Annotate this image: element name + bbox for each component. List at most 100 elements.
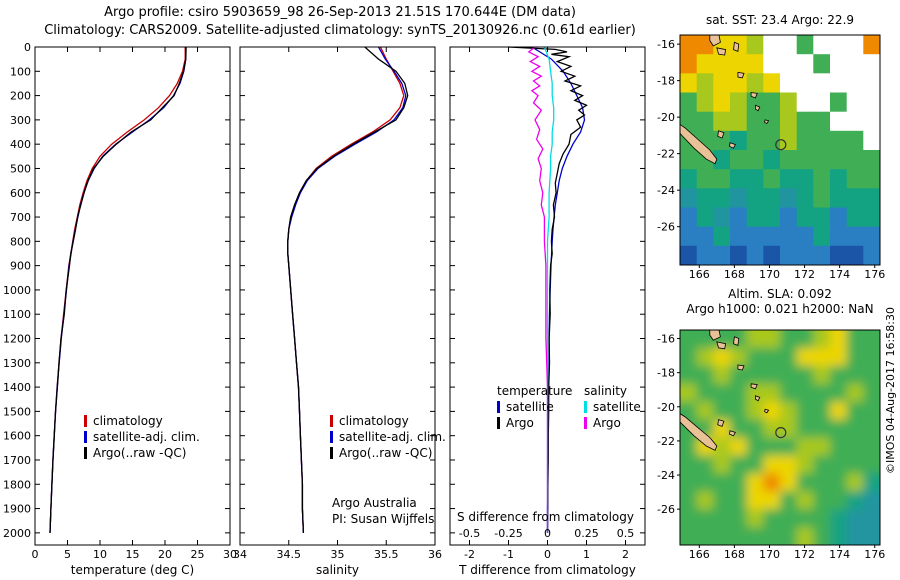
map-cell: [830, 92, 848, 113]
map-cell: [746, 491, 764, 510]
map-cell: [830, 150, 848, 170]
map-cell: [763, 35, 781, 55]
map-cell: [796, 455, 814, 474]
map-cell: [730, 54, 748, 74]
temperature-diff-header: temperature: [497, 384, 573, 398]
map-cell: [863, 207, 880, 228]
map-cell: [730, 401, 748, 421]
map-cell: [830, 169, 848, 189]
map-cell: [780, 527, 798, 545]
map-cell: [846, 365, 864, 385]
map-cell: [830, 111, 848, 132]
map-cell: [813, 509, 831, 528]
map-cell: [713, 73, 731, 94]
x-tick-label: 174: [829, 268, 850, 281]
map-cell: [846, 473, 864, 492]
y-tick-label: 600: [10, 187, 31, 200]
map-cell: [863, 401, 880, 421]
map-cell: [713, 473, 731, 492]
map-cell: [763, 150, 781, 170]
map-cell: [846, 169, 864, 189]
map-cell: [713, 150, 731, 170]
legend-label: satellite-adj. clim.: [339, 430, 446, 444]
map-cell: [763, 226, 781, 247]
map-cell: [780, 92, 798, 113]
page-title: Argo profile: csiro 5903659_98 26-Sep-20…: [104, 5, 576, 20]
temperature_profile-panel: 0 5 10 15 20 25 300100200300400500600700800900…: [3, 41, 237, 561]
x-tick-label: 176: [864, 268, 885, 281]
x-tick-label: 30: [223, 548, 237, 561]
map-cell: [680, 169, 698, 189]
map-cell: [780, 188, 798, 209]
y-tick-label: 1800: [3, 478, 31, 491]
legend-label: Argo: [506, 416, 534, 430]
y-tick-label: 200: [10, 90, 31, 103]
map-cell: [680, 455, 698, 474]
map-cell: [863, 455, 880, 474]
y-tick-label: 2000: [3, 527, 31, 540]
map-cell: [863, 169, 880, 189]
map-cell: [796, 188, 814, 209]
map-cell: [763, 347, 781, 367]
coastline-island: [729, 142, 736, 149]
map-cell: [713, 401, 731, 421]
map-cell: [780, 35, 798, 55]
map-cell: [813, 473, 831, 492]
map-cell: [780, 473, 798, 492]
map-cell: [863, 92, 880, 113]
x-tick-label: 176: [864, 548, 885, 561]
map-cell: [713, 54, 731, 74]
map-cell: [680, 35, 698, 55]
map-cell: [830, 207, 848, 228]
legend-item-satellite-clim: satellite-adj. clim.: [84, 429, 200, 445]
inner-scale-label: -0.25: [494, 527, 522, 540]
y-tick-label: -26: [657, 503, 675, 516]
satellite-sal-diff-swatch: [584, 401, 587, 413]
map-cell: [830, 130, 848, 151]
salinity_profile-panel: 34 34.5 35 35.5 36: [233, 46, 442, 561]
x-tick-label: 15: [126, 548, 140, 561]
satellite-clim-swatch: [330, 431, 333, 443]
x-tick-label: 170: [759, 268, 780, 281]
legend-label: satellite: [593, 400, 641, 414]
legend-label: climatology: [339, 414, 409, 428]
x-tick-label: 170: [759, 548, 780, 561]
map-cell: [830, 73, 848, 94]
map-cell: [813, 130, 831, 151]
coastline-island: [764, 408, 770, 414]
imos-watermark: ©IMOS 04-Aug-2017 16:58:30: [884, 307, 897, 474]
y-tick-label: 100: [10, 65, 31, 78]
map-cell: [846, 401, 864, 421]
x-tick-label: 25: [191, 548, 205, 561]
map-cell: [713, 437, 731, 456]
map-cell: [863, 188, 880, 209]
map-cell: [846, 111, 864, 132]
map-cell: [796, 330, 814, 349]
map-cell: [713, 509, 731, 528]
x-tick-label: 36: [428, 548, 442, 561]
map-cell: [696, 527, 714, 545]
map-cell: [813, 347, 831, 367]
map-cell: [696, 169, 714, 189]
map-cell: [813, 527, 831, 545]
y-tick-label: 400: [10, 138, 31, 151]
map-cell: [713, 92, 731, 113]
map-cell: [713, 226, 731, 247]
temperature-axis-label: temperature (deg C): [70, 563, 195, 577]
map-cell: [813, 419, 831, 439]
map-cell: [780, 491, 798, 510]
sla_map-panel: 166 168 170 172 174 176 -16 -18 -20 -22 -24 -26: [657, 329, 885, 561]
inner-scale-label: -0.5: [459, 527, 480, 540]
map-cell: [696, 54, 714, 74]
legend-item-argo: Argo(..raw -QC): [330, 445, 446, 461]
map-cell: [746, 527, 764, 545]
map-cell: [730, 383, 748, 403]
y-tick-label: 1500: [3, 405, 31, 418]
coastline-island: [737, 71, 745, 79]
sst-map-title: sat. SST: 23.4 Argo: 22.9: [705, 13, 855, 27]
map-cell: [796, 419, 814, 439]
map-clip-group: [680, 35, 880, 265]
map-frame: [679, 329, 881, 546]
map-cell: [696, 473, 714, 492]
